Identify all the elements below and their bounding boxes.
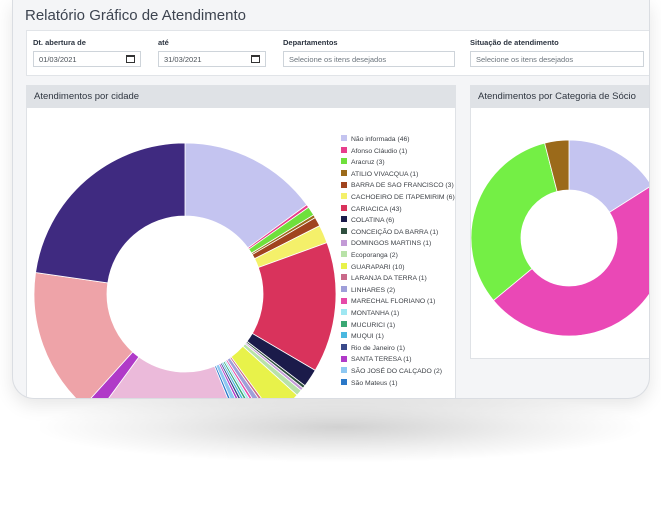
legend-label: CONCEIÇÃO DA BARRA (1) <box>351 228 439 236</box>
legend-swatch <box>341 146 347 153</box>
date-end-label: até <box>158 38 169 47</box>
legend-swatch <box>341 158 347 165</box>
legend-label: MONTANHA (1) <box>351 310 400 317</box>
legend-label: Afonso Cláudio (1) <box>351 147 408 155</box>
legend-item[interactable]: ATILIO VIVACQUA (1) <box>341 169 418 180</box>
status-label: Situação de atendimento <box>470 38 559 47</box>
frame-shadow <box>40 392 640 462</box>
legend-swatch <box>341 344 347 350</box>
legend-item[interactable]: GUARAPARI (10) <box>341 262 405 273</box>
legend-swatch <box>341 181 347 188</box>
legend-item[interactable]: BARRA DE SAO FRANCISCO (3) <box>341 180 454 191</box>
legend-item[interactable]: MUCURICI (1) <box>341 320 395 331</box>
status-placeholder: Selecione os itens desejados <box>476 55 574 64</box>
legend-label: ATILIO VIVACQUA (1) <box>351 170 419 178</box>
legend-label: Rio de Janeiro (1) <box>351 344 406 352</box>
legend-swatch <box>341 135 347 142</box>
legend-item[interactable]: Ecoporanga (2) <box>341 250 398 261</box>
departments-select[interactable]: Selecione os itens desejados <box>283 51 455 67</box>
legend-item[interactable]: São Mateus (1) <box>341 378 397 389</box>
date-start-label: Dt. abertura de <box>33 38 86 47</box>
legend-label: Ecoporanga (2) <box>351 252 398 259</box>
legend-swatch <box>341 309 347 316</box>
legend-swatch <box>341 355 347 362</box>
legend-swatch <box>341 216 347 223</box>
legend-label: MARECHAL FLORIANO (1) <box>351 298 436 306</box>
legend-item[interactable]: LINHARES (2) <box>341 285 395 296</box>
legend-label: Aracruz (3) <box>351 159 385 167</box>
category-slice[interactable] <box>471 142 558 302</box>
legend-item[interactable]: MUQUI (1) <box>341 331 384 342</box>
legend-item[interactable]: CACHOEIRO DE ITAPEMIRIM (6) <box>341 192 455 203</box>
legend-swatch <box>341 204 347 211</box>
legend-label: COLATINA (6) <box>351 217 395 225</box>
legend-label: DOMINGOS MARTINS (1) <box>351 240 432 248</box>
status-select[interactable]: Selecione os itens desejados <box>470 51 644 67</box>
legend-label: Não informada (46) <box>351 136 410 143</box>
legend-item[interactable]: Afonso Cláudio (1) <box>341 146 407 157</box>
legend-item[interactable]: DOMINGOS MARTINS (1) <box>341 238 431 249</box>
city-slice[interactable] <box>35 142 186 284</box>
city-chart-card: Atendimentos por cidade Não informada (4… <box>26 85 456 399</box>
category-chart-title: Atendimentos por Categoria de Sócio <box>471 86 649 108</box>
category-donut-chart <box>471 139 650 337</box>
legend-swatch <box>341 262 347 269</box>
legend-swatch <box>341 332 347 339</box>
legend-swatch <box>341 320 347 327</box>
date-start-input[interactable]: 01/03/2021 <box>33 51 141 67</box>
legend-swatch <box>341 193 347 200</box>
legend-swatch <box>341 228 347 234</box>
calendar-icon[interactable] <box>251 55 260 63</box>
legend-item[interactable]: COLATINA (6) <box>341 215 394 226</box>
date-end-input[interactable]: 31/03/2021 <box>158 51 266 67</box>
departments-label: Departamentos <box>283 38 338 47</box>
legend-label: CACHOEIRO DE ITAPEMIRIM (6) <box>351 194 455 201</box>
legend-item[interactable]: Não informada (46) <box>341 134 410 145</box>
legend-label: LINHARES (2) <box>351 286 396 294</box>
legend-swatch <box>341 251 347 258</box>
app-window: Relatório Gráfico de Atendimento Dt. abe… <box>12 0 650 399</box>
date-end-value: 31/03/2021 <box>164 55 202 64</box>
legend-label: GUARAPARI (10) <box>351 263 405 271</box>
legend-item[interactable]: Aracruz (3) <box>341 157 385 168</box>
filter-panel: Dt. abertura de 01/03/2021 até 31/03/202… <box>26 30 649 76</box>
legend-label: LARANJA DA TERRA (1) <box>351 275 427 283</box>
departments-placeholder: Selecione os itens desejados <box>289 55 387 64</box>
legend-label: BARRA DE SAO FRANCISCO (3) <box>351 182 454 190</box>
legend-item[interactable]: SANTA TERESA (1) <box>341 354 412 365</box>
legend-swatch <box>341 297 347 304</box>
city-chart-title: Atendimentos por cidade <box>27 86 455 108</box>
legend-item[interactable]: CONCEIÇÃO DA BARRA (1) <box>341 227 438 238</box>
page-title: Relatório Gráfico de Atendimento <box>25 7 246 24</box>
category-chart-card: Atendimentos por Categoria de Sócio <box>470 85 650 359</box>
legend-item[interactable]: MARECHAL FLORIANO (1) <box>341 296 435 307</box>
legend-label: MUQUI (1) <box>351 333 384 341</box>
calendar-icon[interactable] <box>126 55 135 63</box>
city-donut-chart <box>33 142 337 399</box>
legend-label: SANTA TERESA (1) <box>351 356 412 364</box>
category-slice[interactable] <box>568 139 650 213</box>
city-slice[interactable] <box>96 356 242 399</box>
legend-swatch <box>341 274 347 281</box>
legend-swatch <box>341 378 347 385</box>
legend-item[interactable]: Rio de Janeiro (1) <box>341 343 405 354</box>
legend-label: CARIACICA (43) <box>351 205 402 213</box>
legend-swatch <box>341 239 347 246</box>
legend-label: São Mateus (1) <box>351 379 398 387</box>
category-slice[interactable] <box>492 185 650 337</box>
date-start-value: 01/03/2021 <box>39 55 77 64</box>
category-slice[interactable] <box>544 139 570 192</box>
legend-item[interactable]: SÃO JOSÉ DO CALÇADO (2) <box>341 366 442 377</box>
legend-swatch <box>341 367 347 374</box>
city-legend: Não informada (46) Afonso Cláudio (1) Arac… <box>341 134 455 396</box>
legend-item[interactable]: LARANJA DA TERRA (1) <box>341 273 427 284</box>
legend-swatch <box>341 170 347 176</box>
legend-item[interactable]: CARIACICA (43) <box>341 204 402 215</box>
legend-item[interactable]: MONTANHA (1) <box>341 308 399 319</box>
legend-label: SÃO JOSÉ DO CALÇADO (2) <box>351 368 443 375</box>
legend-swatch <box>341 286 347 292</box>
legend-label: MUCURICI (1) <box>351 321 396 329</box>
